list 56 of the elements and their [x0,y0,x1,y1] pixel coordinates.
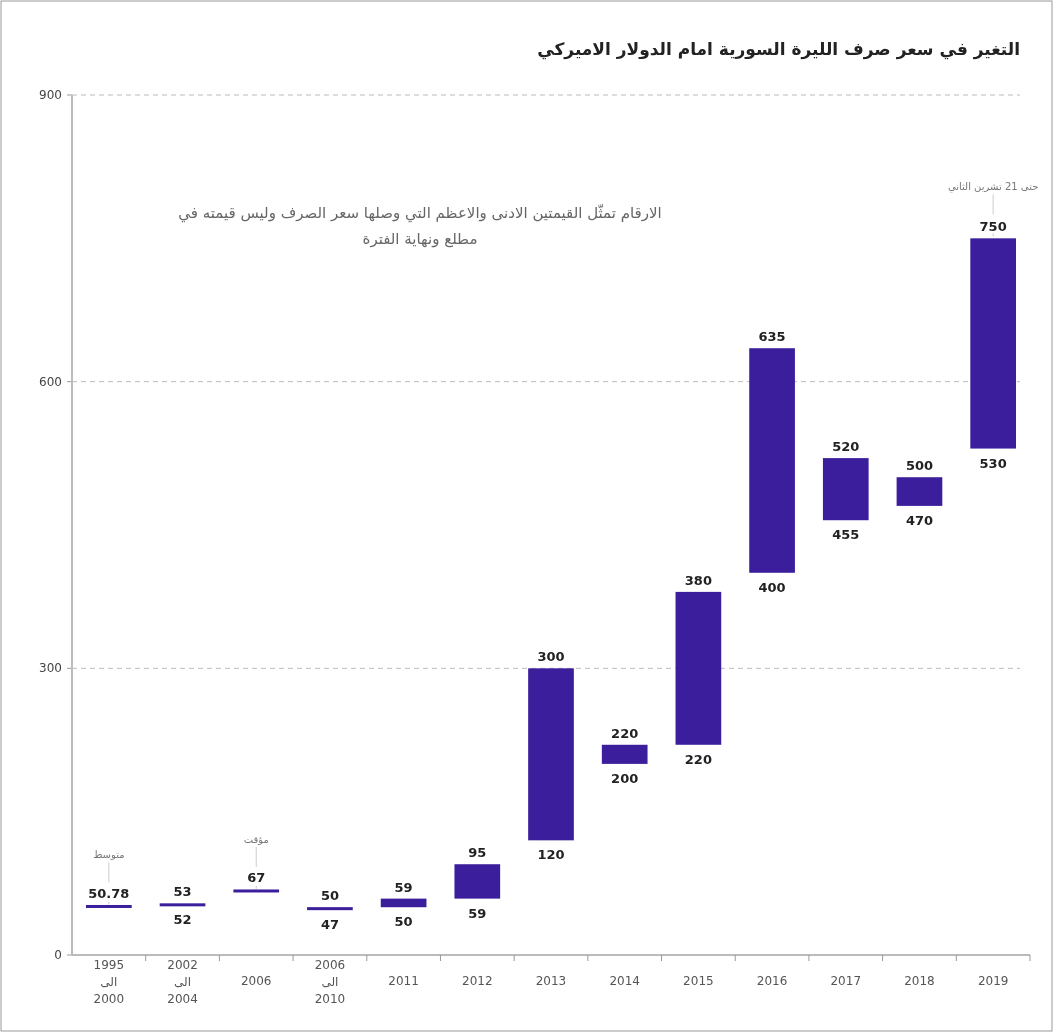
annotation: 50 [394,914,413,930]
annotation: 47 [320,917,339,933]
x-tick-label: 2015 [683,974,714,988]
data-label: 50 [320,888,339,904]
annotation: 470 [905,512,934,528]
data-label: 53 [173,884,192,900]
data-label: 220 [611,725,639,741]
data-label: 500 [905,458,934,474]
annotation: 200 [611,770,639,786]
data-label: 380 [684,572,712,588]
annotation: مؤقت [243,833,269,845]
x-tick-label: 2016 [756,974,788,988]
y-tick-label: 600 [39,374,62,389]
bar [159,903,206,907]
bar [380,898,427,908]
bar [601,744,648,764]
x-tick-label: 2018 [904,974,935,988]
x-tick-label: 2017 [830,974,862,988]
annotation: 52 [173,912,192,928]
bar [528,668,574,841]
bar [675,591,722,745]
x-tick-label: 2012 [462,974,493,988]
data-label: 635 [758,329,786,345]
data-label: 520 [832,439,860,455]
chart-title: التغير في سعر صرف الليرة السورية امام الدولار الاميركي [537,39,1020,60]
annotation: متوسط [93,849,125,861]
y-tick-label: 0 [54,948,62,962]
annotation: 400 [758,579,786,595]
x-tick-label: 2019 [977,974,1009,988]
data-label: 67 [247,870,266,886]
y-tick-label: 300 [39,661,62,676]
x-tick-label: 2011 [388,974,419,988]
bar [896,477,943,506]
data-label: 300 [537,649,565,665]
bar [970,238,1016,449]
x-tick-label: 2014 [609,974,640,988]
bar [749,348,795,573]
data-label: 59 [394,879,413,895]
annotation: 455 [832,527,860,543]
bar [233,889,280,893]
annotation: الارقام تمثّل القيمتين الادنى والاعظم التي وصلها سعر الصرف وليس قيمته في مطلع ونهاية الفترة [177,203,663,250]
x-tick-label: 2006 [240,974,272,988]
y-tick-label: 900 [39,88,62,102]
data-label: 50.78 [88,885,130,901]
annotation: حتى 21 تشرين الثاني [947,181,1039,194]
x-tick-label: 2013 [535,974,567,988]
annotation: 530 [979,455,1007,471]
bar [454,864,501,899]
annotation: 120 [537,847,565,863]
bar [307,907,353,911]
data-label: 750 [979,219,1007,235]
data-label: 95 [468,845,487,861]
annotation: 59 [468,905,487,921]
annotation: 220 [684,751,712,767]
bar [822,458,869,521]
bar [86,904,132,908]
